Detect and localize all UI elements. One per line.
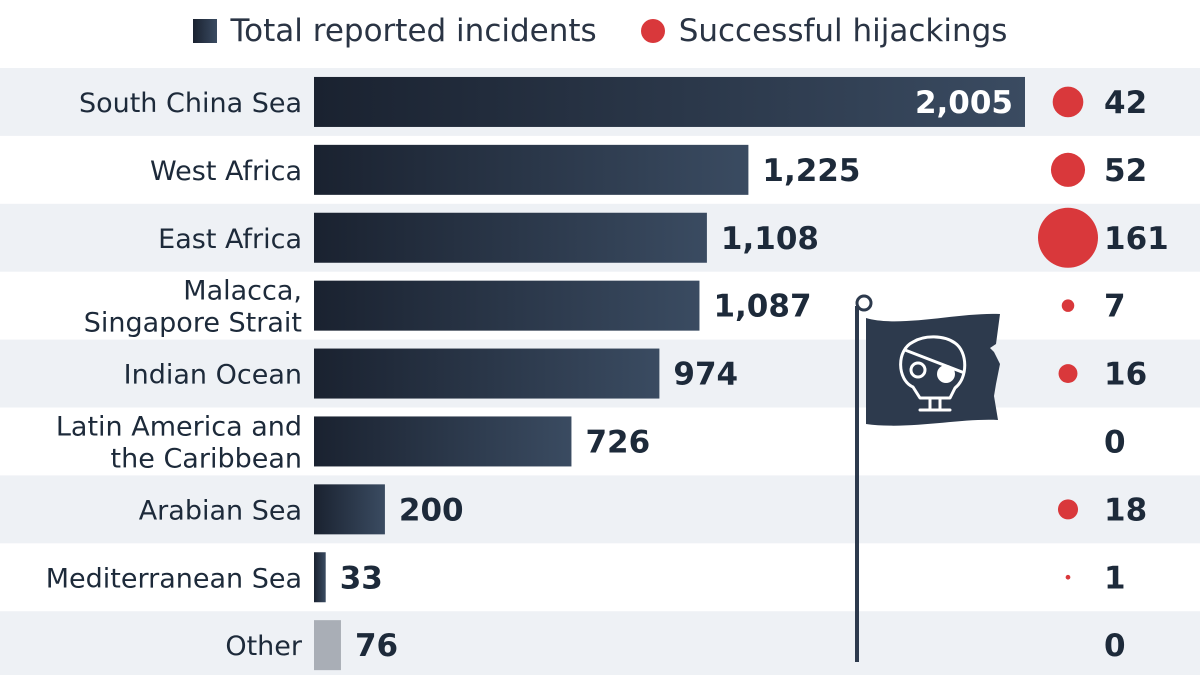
category-label: Arabian Sea [139,495,302,526]
hijacking-label: 52 [1104,153,1147,189]
bar [314,348,660,399]
hijacking-dot [1052,86,1084,118]
legend-item-incidents: Total reported incidents [192,13,597,49]
category-label: West Africa [150,156,302,187]
value-label: 1,087 [713,289,811,325]
category-label: Malacca, [183,276,302,307]
hijacking-label: 7 [1104,289,1126,325]
legend-label-hijackings: Successful hijackings [678,13,1008,49]
hijacking-label: 0 [1104,424,1126,460]
hijacking-dot [1065,574,1071,580]
bar [314,620,341,671]
category-label: Other [225,631,303,662]
value-label: 200 [399,492,464,528]
bar [314,552,326,603]
legend-item-hijackings: Successful hijackings [640,13,1008,49]
category-label: the Caribbean [111,443,302,474]
category-label: Latin America and [56,411,302,442]
value-label: 726 [585,424,650,460]
hijacking-label: 161 [1104,221,1169,257]
bar [314,212,707,263]
bar [314,416,572,467]
value-label: 33 [340,560,383,596]
hijacking-label: 42 [1104,85,1147,121]
value-label: 1,108 [721,221,819,257]
pirate-flag-icon [855,294,1000,662]
hijacking-label: 0 [1104,628,1126,664]
row-stripe [0,475,1200,544]
legend-dot-swatch [640,19,665,43]
hijacking-label: 18 [1104,492,1147,528]
value-label: 76 [355,628,398,664]
hijacking-dot [1061,299,1075,312]
legend: Total reported incidents Successful hija… [0,0,1200,62]
bar [314,484,385,535]
category-label: Indian Ocean [124,360,302,391]
legend-label-incidents: Total reported incidents [230,13,597,49]
hijacking-label: 1 [1104,560,1126,596]
value-label: 2,005 [915,85,1013,121]
bar [314,280,700,331]
legend-square-swatch [192,19,217,43]
hijacking-dot [1057,499,1079,520]
row-stripe [0,611,1200,675]
hijacking-dot [1058,364,1078,384]
hijacking-dot [1050,152,1086,187]
bar [314,144,749,195]
hijacking-dot [1038,207,1098,268]
bar [314,76,1025,127]
category-label: South China Sea [79,88,302,119]
value-label: 1,225 [762,153,860,189]
category-label: Singapore Strait [84,308,302,339]
category-label: East Africa [158,224,302,255]
category-label: Mediterranean Sea [46,563,302,594]
hijacking-label: 16 [1104,357,1147,393]
value-label: 974 [673,357,738,393]
